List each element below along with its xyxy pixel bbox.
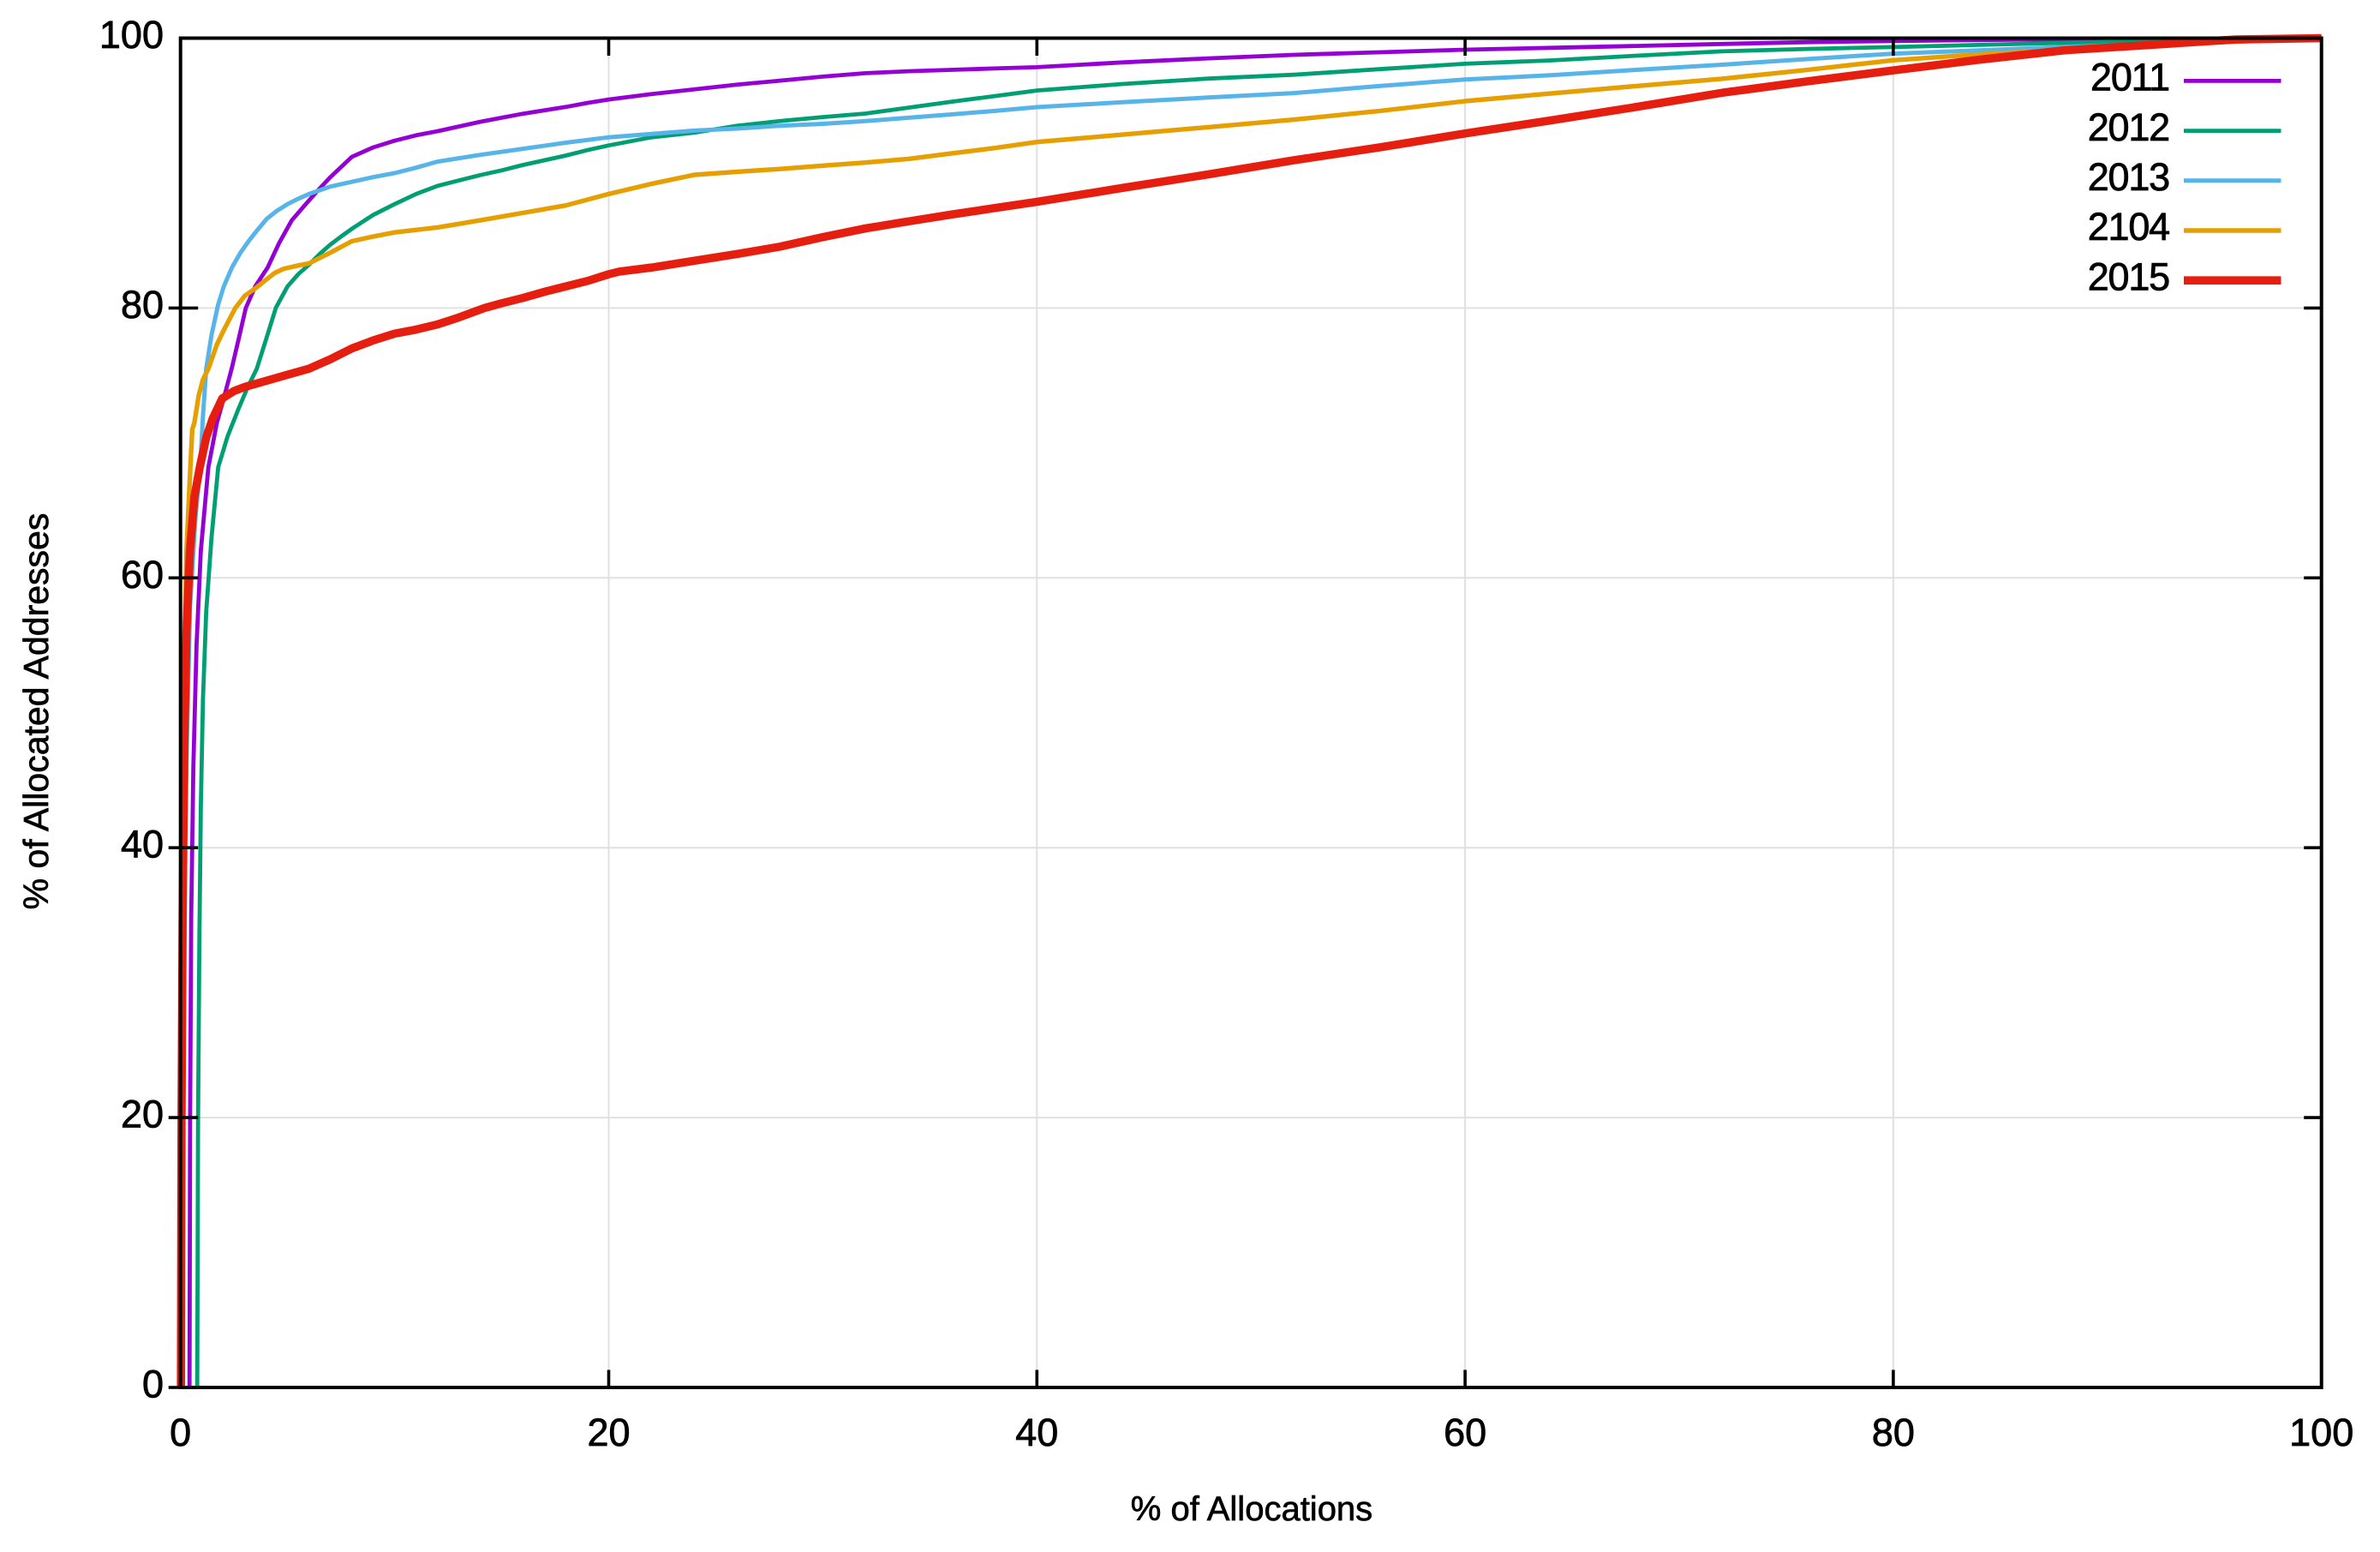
svg-text:80: 80 (1872, 1411, 1915, 1454)
svg-text:80: 80 (121, 283, 164, 327)
svg-text:2012: 2012 (2088, 105, 2169, 149)
svg-text:40: 40 (121, 823, 164, 866)
svg-text:20: 20 (587, 1411, 630, 1454)
svg-text:% of Allocations: % of Allocations (1131, 1490, 1372, 1528)
svg-text:2011: 2011 (2090, 56, 2169, 99)
svg-text:0: 0 (142, 1363, 164, 1406)
svg-text:100: 100 (2289, 1411, 2353, 1454)
svg-text:60: 60 (1444, 1411, 1486, 1454)
svg-text:2013: 2013 (2088, 155, 2169, 199)
svg-text:2015: 2015 (2088, 255, 2169, 298)
svg-text:60: 60 (121, 553, 164, 596)
svg-text:0: 0 (170, 1411, 191, 1454)
svg-text:20: 20 (121, 1093, 164, 1136)
svg-text:100: 100 (99, 13, 164, 57)
svg-text:% of Allocated Addresses: % of Allocated Addresses (16, 513, 56, 910)
svg-text:2104: 2104 (2088, 205, 2169, 249)
svg-text:40: 40 (1015, 1411, 1058, 1454)
